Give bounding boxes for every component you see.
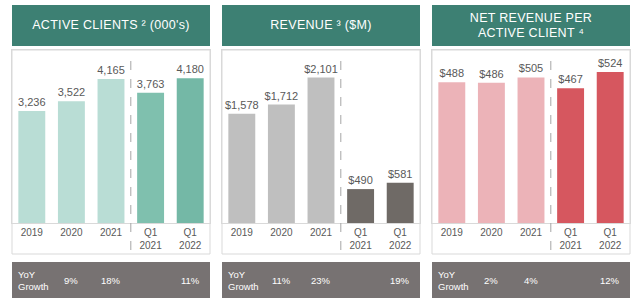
svg-text:YoYGrowth: YoYGrowth [18,269,49,292]
svg-text:19%: 19% [390,275,410,286]
svg-text:11%: 11% [272,275,291,286]
svg-text:2%: 2% [484,275,498,286]
svg-text:2021: 2021 [520,227,543,238]
svg-text:$505: $505 [519,62,543,74]
svg-text:4,180: 4,180 [176,63,204,75]
svg-text:YoYGrowth: YoYGrowth [228,269,259,292]
svg-text:Q12021: Q12021 [349,227,372,251]
svg-text:3,236: 3,236 [18,96,46,108]
svg-text:$490: $490 [348,174,372,186]
svg-text:3,522: 3,522 [58,86,86,98]
svg-text:$486: $486 [479,68,503,80]
svg-text:$524: $524 [598,57,622,69]
svg-text:2019: 2019 [231,227,254,238]
svg-text:2020: 2020 [60,227,83,238]
svg-text:$2,101: $2,101 [304,63,338,75]
svg-text:2021: 2021 [100,227,123,238]
svg-text:Q12021: Q12021 [139,227,162,251]
svg-text:4%: 4% [524,275,538,286]
svg-text:$1,712: $1,712 [265,90,299,102]
svg-text:2020: 2020 [270,227,293,238]
svg-text:2019: 2019 [21,227,44,238]
svg-text:12%: 12% [600,275,620,286]
svg-text:$581: $581 [388,168,412,180]
html-text:NET REVENUE PER ACTIVE CLIENT: NET REVENUE PER ACTIVE CLIENT ⁴ [469,10,593,40]
svg-text:$467: $467 [558,73,582,85]
svg-text:23%: 23% [311,275,331,286]
svg-text:18%: 18% [101,275,121,286]
svg-text:Q12021: Q12021 [559,227,582,251]
svg-text:3,763: 3,763 [137,78,165,90]
svg-text:Q12022: Q12022 [599,227,622,251]
svg-text:11%: 11% [181,275,200,286]
svg-text:Q12022: Q12022 [179,227,202,251]
svg-text:Q12022: Q12022 [389,227,412,251]
svg-text:2019: 2019 [441,227,464,238]
html-text:REVENUE ³ ($M): REVENUE ³ ($M) [270,18,372,32]
svg-text:2020: 2020 [480,227,503,238]
svg-text:YoYGrowth: YoYGrowth [438,269,469,292]
svg-text:2021: 2021 [310,227,333,238]
html-text:ACTIVE CLIENTS ² (000's): ACTIVE CLIENTS ² (000's) [32,18,190,32]
svg-text:$1,578: $1,578 [225,99,259,111]
svg-text:9%: 9% [64,275,78,286]
svg-text:4,165: 4,165 [97,64,125,76]
svg-text:$488: $488 [440,67,464,79]
